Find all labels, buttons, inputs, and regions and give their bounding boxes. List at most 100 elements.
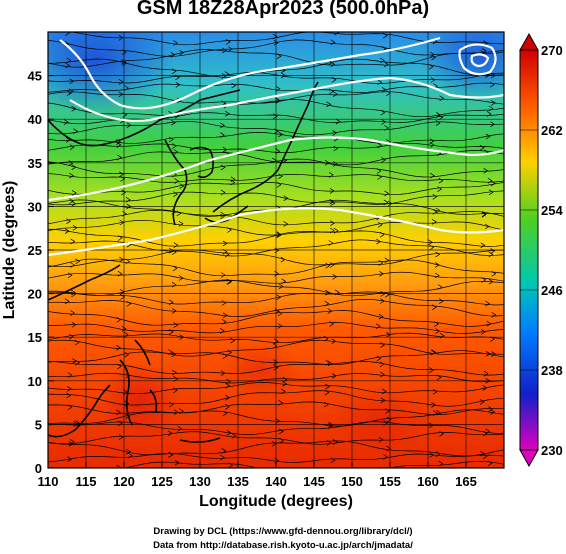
x-tick-label: 145: [303, 474, 325, 489]
streamline-arrow: [436, 409, 441, 416]
streamline-arrow: [222, 146, 228, 153]
colorbar-label: 230: [541, 443, 563, 458]
streamline-arrow: [272, 113, 278, 120]
streamline-arrow: [436, 374, 442, 381]
streamline-arrow: [490, 121, 496, 127]
streamline-arrow: [383, 420, 389, 426]
streamline-arrow: [66, 392, 72, 399]
streamline-arrow: [220, 213, 225, 220]
streamline-arrow: [278, 131, 284, 138]
streamline-arrow: [330, 200, 336, 206]
streamline-arrow: [324, 160, 330, 166]
streamline-arrow: [437, 284, 443, 290]
streamline-arrow: [126, 122, 132, 128]
streamline-arrow: [122, 112, 128, 118]
streamline-arrow: [222, 312, 228, 319]
streamline-arrow: [334, 289, 340, 296]
streamline-arrow: [220, 132, 225, 138]
streamline-arrow: [168, 136, 174, 143]
streamline-arrow: [333, 227, 339, 234]
streamline: [48, 440, 504, 457]
streamline-arrow: [491, 312, 497, 318]
streamline-arrow: [168, 299, 174, 306]
streamline-arrow: [481, 329, 486, 335]
x-tick-label: 115: [76, 474, 97, 489]
streamline-arrow: [387, 200, 393, 207]
streamline-arrow: [482, 211, 487, 217]
streamline-arrow: [221, 318, 227, 325]
colorbar-label: 262: [541, 123, 563, 138]
streamline-arrow: [173, 387, 178, 394]
streamline-arrow: [485, 378, 491, 384]
streamline-arrow: [324, 389, 330, 396]
streamline-arrow: [434, 321, 439, 327]
streamline-arrow: [221, 448, 227, 454]
streamline-arrow: [479, 145, 485, 151]
streamline-arrow: [64, 228, 70, 234]
streamline-arrow: [283, 195, 289, 201]
streamline-arrow: [280, 256, 286, 263]
streamline-arrow: [169, 401, 174, 408]
streamline-arrow: [332, 130, 338, 136]
streamline: [48, 409, 504, 427]
streamline-arrow: [73, 128, 79, 134]
streamline-arrow: [173, 376, 179, 382]
streamline-arrow: [71, 200, 77, 207]
streamline-arrow: [116, 409, 121, 416]
streamline-arrow: [70, 238, 76, 245]
streamline-arrow: [377, 79, 383, 85]
streamline-arrow: [280, 72, 286, 79]
streamline-arrow: [435, 328, 441, 334]
streamline-arrow: [71, 164, 77, 170]
streamline-arrow: [485, 133, 491, 140]
streamline-arrow: [490, 100, 496, 106]
streamline-arrow: [277, 310, 283, 317]
x-tick-label: 110: [38, 474, 59, 489]
streamline-arrow: [125, 197, 131, 203]
streamline-arrow: [490, 248, 496, 254]
streamline-arrow: [380, 57, 385, 64]
streamline-arrow: [220, 272, 226, 278]
streamline-arrow: [116, 142, 122, 148]
streamline-arrow: [219, 328, 225, 334]
streamline-arrow: [75, 258, 81, 265]
y-tick-label: 40: [28, 112, 42, 127]
streamline-arrow: [65, 62, 71, 69]
streamline-arrow: [432, 209, 438, 215]
streamline-arrow: [75, 359, 80, 366]
streamline-arrow: [220, 370, 226, 376]
streamline-arrow: [332, 161, 338, 167]
streamline-arrow: [65, 137, 71, 143]
streamline-arrow: [481, 48, 487, 54]
streamline-arrow: [428, 239, 433, 246]
streamline-arrow: [121, 326, 127, 332]
streamline-arrow: [438, 460, 444, 467]
streamline-arrow: [483, 370, 489, 377]
streamline-arrow: [173, 40, 178, 46]
streamline-arrow: [70, 262, 76, 268]
streamline-arrow: [272, 343, 278, 349]
streamline-arrow: [118, 79, 124, 85]
streamline-arrow: [329, 262, 335, 268]
streamline-arrow: [220, 189, 226, 196]
streamline-arrow: [67, 90, 72, 96]
streamline-arrow: [438, 298, 444, 304]
streamline-arrow: [376, 168, 382, 174]
streamline-arrow: [482, 453, 488, 460]
x-tick-label: 150: [341, 474, 363, 489]
streamline-arrow: [385, 408, 391, 414]
streamline-arrow: [224, 71, 230, 77]
streamline-arrow: [176, 97, 182, 104]
streamline-arrow: [170, 52, 176, 58]
streamline-arrow: [325, 289, 331, 296]
streamline-arrow: [65, 32, 71, 36]
temperature-field: [48, 32, 504, 475]
streamline: [48, 298, 504, 317]
streamline-arrow: [171, 281, 177, 288]
streamline-arrow: [272, 441, 277, 447]
streamline-arrow: [381, 157, 387, 163]
streamline-arrow: [126, 203, 132, 210]
y-tick-label: 20: [28, 287, 42, 302]
streamline-arrow: [70, 470, 74, 475]
